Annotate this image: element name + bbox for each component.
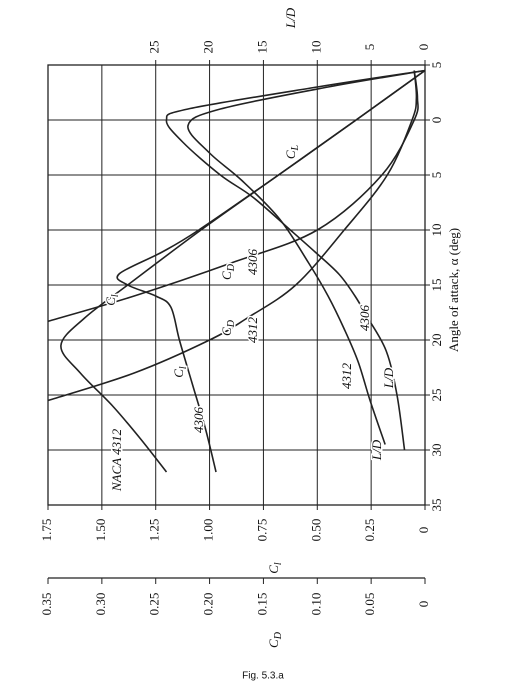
cl-tick-label: 0.50 bbox=[308, 519, 323, 542]
annotation-text: C bbox=[219, 327, 234, 336]
annotation: L/D bbox=[369, 439, 384, 461]
annotation: NACA 4312 bbox=[109, 428, 124, 492]
annotation-sub: l bbox=[178, 366, 189, 369]
cl-tick-label: 1.25 bbox=[147, 519, 162, 542]
cd-tick-label: 0.20 bbox=[201, 593, 216, 616]
annotation-sub: l bbox=[110, 294, 121, 297]
cd-tick-label: 0.10 bbox=[308, 593, 323, 616]
annotation-text: 4306 bbox=[191, 407, 206, 434]
cl-axis-label: Cl bbox=[266, 562, 284, 574]
annotation: 4306 bbox=[357, 305, 372, 332]
cd-tick-label: 0.15 bbox=[254, 593, 269, 616]
x-tick-label: 30 bbox=[429, 444, 444, 457]
annotation: CD bbox=[219, 263, 237, 280]
annotation-text: C bbox=[171, 369, 186, 378]
x-tick-label: 15 bbox=[429, 279, 444, 292]
x-tick-label: 20 bbox=[429, 334, 444, 347]
x-tick-label: 5 bbox=[429, 62, 444, 69]
annotation: Cl bbox=[103, 294, 121, 306]
annotation: CD bbox=[219, 319, 237, 336]
annotation: CL bbox=[283, 144, 301, 159]
cd-tick-label: 0 bbox=[416, 601, 431, 608]
cd-axis-label: CD bbox=[266, 631, 284, 648]
x-tick-label: 5 bbox=[429, 172, 444, 179]
cd-tick-label: 0.30 bbox=[93, 593, 108, 616]
curve bbox=[60, 69, 426, 473]
ld-tick-label: 15 bbox=[254, 41, 269, 54]
annotation: L/D bbox=[381, 367, 396, 389]
caption: Fig. 5.3.a bbox=[242, 671, 284, 682]
cl-tick-label: 1.75 bbox=[39, 519, 54, 542]
annotation-text: 4312 bbox=[339, 363, 354, 390]
annotation-text: 4306 bbox=[245, 249, 260, 276]
annotation-text: 4312 bbox=[245, 317, 260, 344]
annotation: Cl bbox=[171, 366, 189, 378]
ld-tick-label: 0 bbox=[416, 44, 431, 51]
cd-tick-label: 0.25 bbox=[147, 593, 162, 616]
curve bbox=[165, 69, 426, 451]
ld-tick-label: 25 bbox=[147, 41, 162, 54]
ld-axis-label: L/D bbox=[283, 7, 298, 29]
cd-tick-label: 0.05 bbox=[362, 593, 377, 616]
cd-axis-label-text: C bbox=[266, 639, 281, 648]
x-tick-label: 25 bbox=[429, 389, 444, 402]
curve bbox=[187, 69, 426, 445]
x-tick-label: 0 bbox=[429, 117, 444, 124]
cl-tick-label: 0.25 bbox=[362, 519, 377, 542]
ld-tick-label: 20 bbox=[201, 41, 216, 54]
curve bbox=[116, 69, 426, 473]
ld-tick-label: 5 bbox=[362, 44, 377, 51]
cl-tick-label: 1.50 bbox=[93, 519, 108, 542]
cl-axis-label-sub: l bbox=[273, 562, 284, 565]
curve bbox=[47, 70, 419, 323]
annotation-sub: D bbox=[226, 263, 237, 272]
annotation-text: C bbox=[219, 271, 234, 280]
annotation-text: C bbox=[103, 297, 118, 306]
annotation-text: 4306 bbox=[357, 305, 372, 332]
cd-axis-label-sub: D bbox=[273, 631, 284, 640]
annotation-text: NACA 4312 bbox=[109, 428, 124, 492]
cd-tick-label: 0.35 bbox=[39, 593, 54, 616]
annotation-text: L/D bbox=[369, 439, 384, 461]
cl-axis-label-text: C bbox=[266, 565, 281, 574]
x-tick-label: 10 bbox=[429, 224, 444, 237]
ld-tick-label: 10 bbox=[308, 41, 323, 54]
cl-tick-label: 0.75 bbox=[254, 519, 269, 542]
annotation: 4306 bbox=[245, 249, 260, 276]
annotation: 4312 bbox=[245, 317, 260, 344]
annotation: 4312 bbox=[339, 363, 354, 390]
annotation-sub: L bbox=[290, 144, 301, 151]
annotation: 4306 bbox=[191, 407, 206, 434]
x-tick-label: 35 bbox=[429, 499, 444, 512]
annotation-text: C bbox=[283, 150, 298, 159]
annotation-sub: D bbox=[226, 319, 237, 328]
x-axis-label: Angle of attack, α (deg) bbox=[446, 228, 461, 352]
annotation-text: L/D bbox=[381, 367, 396, 389]
cl-tick-label: 1.00 bbox=[201, 519, 216, 542]
cl-tick-label: 0 bbox=[416, 527, 431, 534]
